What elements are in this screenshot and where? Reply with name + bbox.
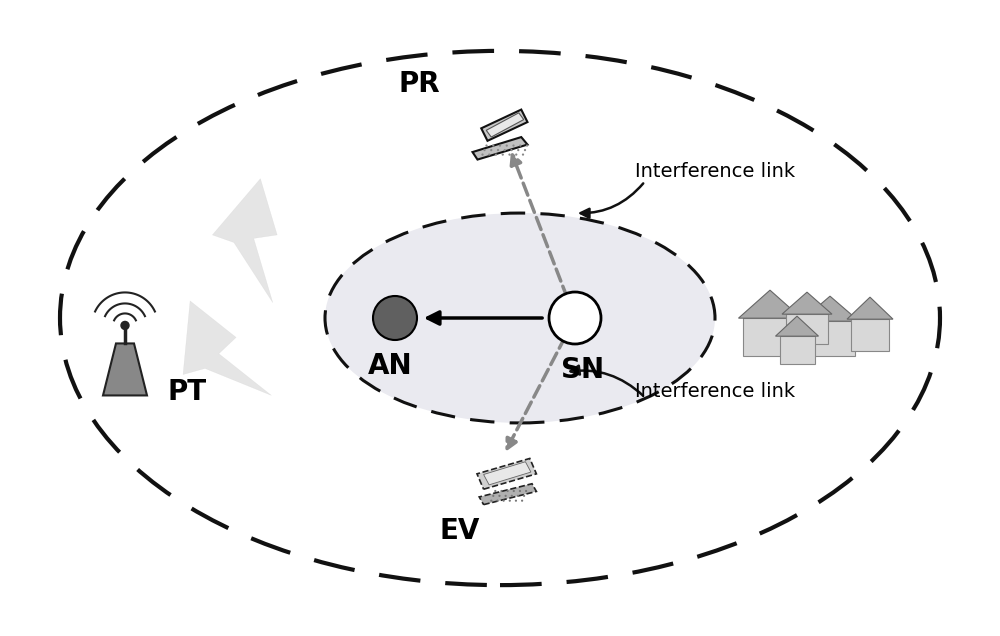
Circle shape bbox=[525, 490, 527, 492]
Circle shape bbox=[517, 149, 519, 151]
Circle shape bbox=[499, 144, 501, 147]
Circle shape bbox=[488, 153, 490, 156]
Circle shape bbox=[495, 153, 497, 156]
Circle shape bbox=[496, 500, 499, 502]
Circle shape bbox=[502, 153, 504, 156]
Circle shape bbox=[498, 495, 501, 497]
Text: SN: SN bbox=[561, 356, 605, 384]
Circle shape bbox=[506, 144, 508, 147]
Text: Interference link: Interference link bbox=[635, 382, 795, 401]
Polygon shape bbox=[801, 296, 859, 321]
Text: EV: EV bbox=[440, 518, 480, 546]
Circle shape bbox=[373, 296, 417, 340]
Polygon shape bbox=[786, 314, 828, 344]
Circle shape bbox=[490, 149, 492, 151]
Circle shape bbox=[494, 490, 496, 492]
Polygon shape bbox=[212, 179, 277, 303]
Circle shape bbox=[513, 490, 515, 492]
Circle shape bbox=[517, 495, 519, 497]
Polygon shape bbox=[738, 290, 802, 318]
Circle shape bbox=[508, 153, 511, 156]
Polygon shape bbox=[477, 459, 536, 489]
Circle shape bbox=[522, 153, 524, 156]
Circle shape bbox=[492, 144, 494, 147]
Polygon shape bbox=[481, 109, 528, 141]
Text: Interference link: Interference link bbox=[635, 162, 795, 181]
Circle shape bbox=[485, 144, 488, 147]
Circle shape bbox=[523, 495, 525, 497]
Polygon shape bbox=[851, 319, 889, 351]
Circle shape bbox=[526, 144, 528, 147]
Polygon shape bbox=[805, 321, 855, 356]
Ellipse shape bbox=[325, 213, 715, 423]
Circle shape bbox=[483, 149, 486, 151]
Polygon shape bbox=[486, 113, 524, 137]
Circle shape bbox=[519, 490, 521, 492]
Text: AN: AN bbox=[368, 352, 412, 380]
Circle shape bbox=[515, 500, 517, 502]
Text: PR: PR bbox=[398, 70, 440, 98]
Circle shape bbox=[511, 495, 513, 497]
Circle shape bbox=[492, 495, 494, 497]
Polygon shape bbox=[847, 297, 893, 319]
Polygon shape bbox=[776, 316, 818, 336]
Circle shape bbox=[510, 149, 513, 151]
Circle shape bbox=[504, 149, 506, 151]
Circle shape bbox=[500, 490, 503, 492]
Circle shape bbox=[515, 153, 517, 156]
Circle shape bbox=[512, 144, 515, 147]
Circle shape bbox=[521, 500, 523, 502]
Circle shape bbox=[121, 321, 129, 329]
Polygon shape bbox=[479, 484, 536, 504]
Polygon shape bbox=[103, 343, 147, 396]
Polygon shape bbox=[742, 318, 798, 356]
Text: PT: PT bbox=[167, 378, 206, 406]
Polygon shape bbox=[780, 336, 814, 364]
Polygon shape bbox=[782, 292, 832, 314]
Circle shape bbox=[549, 292, 601, 344]
Circle shape bbox=[509, 500, 511, 502]
Circle shape bbox=[490, 500, 492, 502]
Circle shape bbox=[505, 495, 507, 497]
Circle shape bbox=[481, 153, 484, 156]
Circle shape bbox=[519, 144, 521, 147]
Circle shape bbox=[497, 149, 499, 151]
Polygon shape bbox=[472, 137, 528, 160]
Polygon shape bbox=[183, 301, 271, 396]
Circle shape bbox=[503, 500, 505, 502]
Circle shape bbox=[524, 149, 526, 151]
Circle shape bbox=[507, 490, 509, 492]
Polygon shape bbox=[484, 462, 531, 485]
